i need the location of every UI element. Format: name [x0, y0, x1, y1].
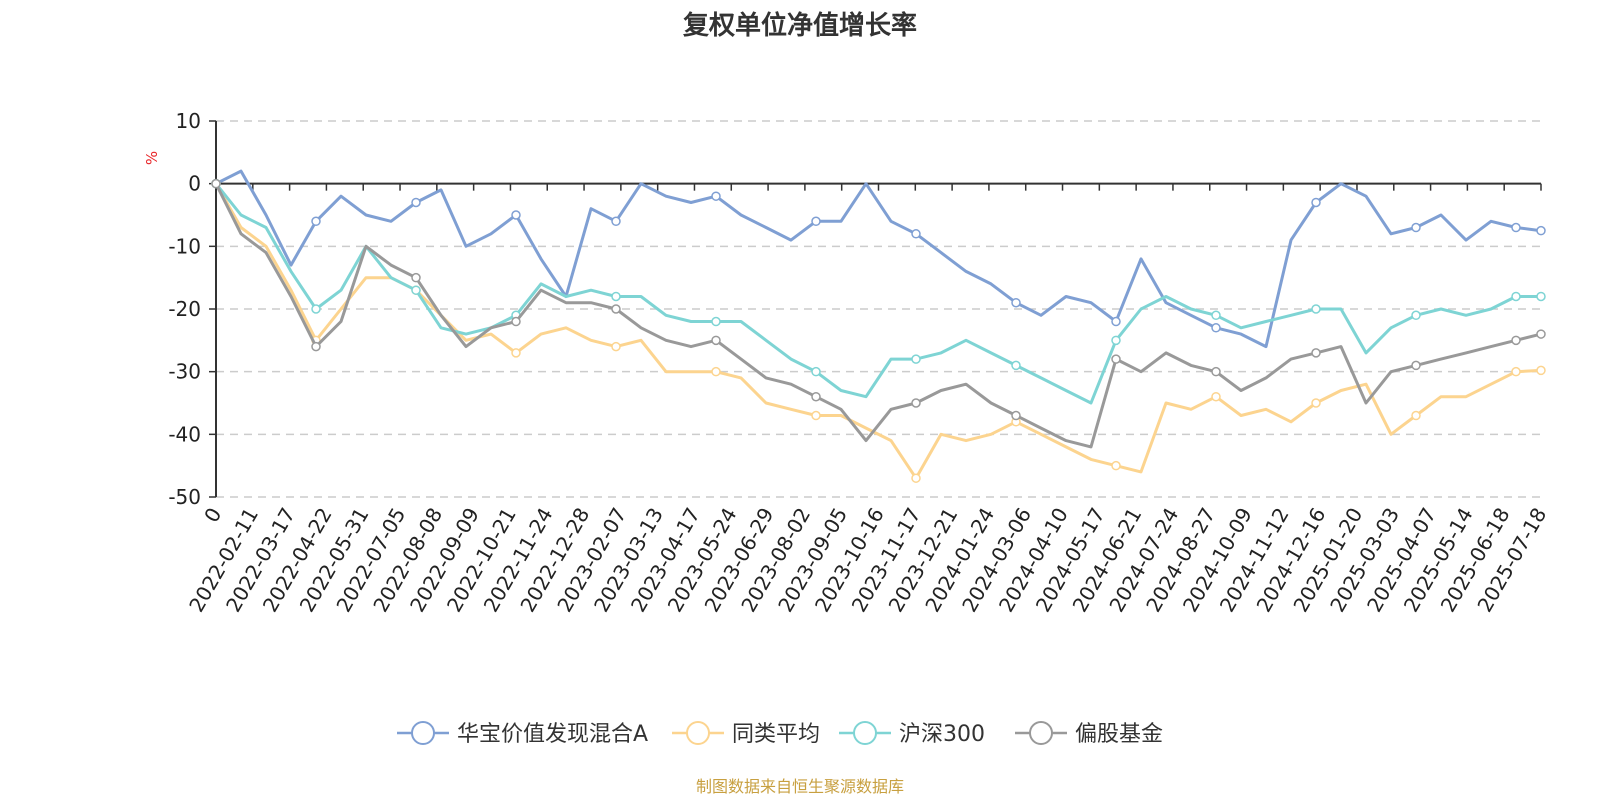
data-point — [1211, 391, 1221, 402]
legend-item[interactable]: 沪深300 — [839, 721, 985, 747]
y-tick-label: 0 — [188, 172, 201, 196]
data-point — [1011, 297, 1021, 308]
data-point — [1211, 310, 1221, 321]
data-point — [811, 410, 821, 421]
data-point — [811, 366, 821, 377]
data-point — [1536, 329, 1546, 339]
data-point — [711, 335, 721, 346]
data-point — [1511, 335, 1521, 346]
legend-item[interactable]: 华宝价值发现混合A — [397, 721, 648, 747]
data-point — [511, 316, 521, 327]
data-point — [1411, 410, 1421, 421]
data-point — [1011, 360, 1021, 371]
data-point — [1111, 335, 1121, 346]
legend-label: 沪深300 — [899, 722, 985, 747]
data-point — [311, 216, 321, 227]
data-point — [911, 354, 921, 364]
legend-label: 偏股基金 — [1075, 722, 1163, 747]
y-tick-label: -50 — [168, 485, 201, 509]
chart-title: 复权单位净值增长率 — [683, 10, 917, 41]
data-point — [911, 473, 921, 483]
y-tick-label: -10 — [168, 234, 201, 258]
data-point — [1211, 323, 1221, 333]
data-point — [511, 210, 521, 220]
data-point — [611, 341, 621, 352]
data-point — [211, 178, 221, 189]
data-point — [611, 304, 621, 314]
series-lines — [211, 169, 1546, 483]
data-point — [811, 216, 821, 227]
data-point — [1311, 348, 1321, 358]
data-point — [611, 291, 621, 302]
data-point — [711, 366, 721, 377]
legend-item[interactable]: 偏股基金 — [1015, 721, 1163, 747]
data-point — [1511, 291, 1521, 302]
data-point — [311, 304, 321, 314]
data-point — [511, 348, 521, 358]
data-point — [1311, 197, 1321, 208]
data-point — [1536, 291, 1546, 302]
y-tick-label: -20 — [168, 297, 201, 321]
data-point — [1511, 222, 1521, 233]
legend-item[interactable]: 同类平均 — [672, 721, 820, 747]
legend-marker — [853, 721, 877, 745]
data-point — [1111, 316, 1121, 327]
data-point — [1311, 398, 1321, 408]
data-point — [811, 391, 821, 402]
legend-label: 华宝价值发现混合A — [457, 722, 648, 747]
data-point — [911, 229, 921, 239]
data-point — [911, 398, 921, 408]
data-point — [1536, 365, 1546, 376]
data-point — [411, 197, 421, 208]
y-axis-unit: % — [143, 151, 161, 165]
legend: 华宝价值发现混合A 同类平均 沪深300 偏股基金 — [397, 721, 1163, 747]
data-point — [1111, 460, 1121, 471]
data-point — [1511, 366, 1521, 377]
data-point — [711, 316, 721, 327]
legend-marker — [686, 721, 710, 745]
series-line — [215, 169, 1542, 349]
y-tick-label: 10 — [176, 109, 201, 133]
source-note: 制图数据来自恒生聚源数据库 — [696, 777, 904, 796]
y-tick-label: -40 — [168, 422, 201, 446]
x-tick-labels: 02022-02-112022-03-172022-04-222022-05-3… — [184, 504, 1551, 617]
data-point — [1311, 304, 1321, 314]
data-point — [411, 285, 421, 295]
data-point — [711, 191, 721, 201]
data-point — [1411, 222, 1421, 233]
data-point — [1536, 225, 1546, 236]
legend-label: 同类平均 — [732, 722, 820, 747]
data-point — [411, 272, 421, 283]
legend-marker — [1029, 721, 1053, 745]
x-tick-label: 0 — [199, 504, 226, 527]
y-tick-label: -30 — [168, 360, 201, 384]
data-point — [1411, 310, 1421, 321]
data-point — [1011, 410, 1021, 421]
y-tick-labels: 10 0 -10 -20 -30 -40 -50 — [168, 109, 201, 509]
legend-marker — [411, 721, 435, 745]
data-point — [611, 216, 621, 227]
series-line — [214, 183, 1542, 449]
data-point — [1111, 354, 1121, 364]
data-point — [1211, 366, 1221, 377]
data-point — [1411, 360, 1421, 371]
data-point — [311, 341, 321, 352]
